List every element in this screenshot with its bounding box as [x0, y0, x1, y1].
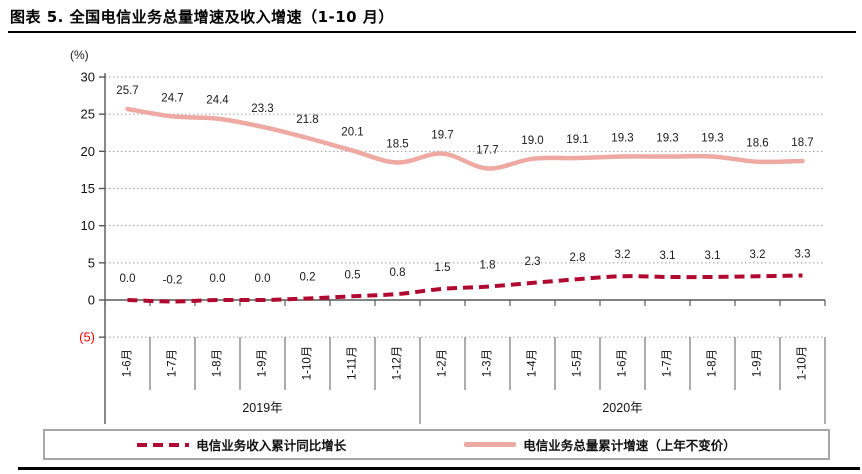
x-category-label: 1-12月 — [392, 346, 404, 381]
data-label: 19.0 — [521, 135, 543, 147]
line-chart: 30 25 20 15 10 5 0 (5) 1-6月 1-7月 1-8月 1-9月 1-10月 1-11… — [79, 70, 826, 424]
data-label: 2.3 — [525, 256, 541, 268]
data-label: 0.2 — [300, 272, 316, 284]
y-tick-label: 15 — [81, 181, 95, 196]
x-category-label: 1-10月 — [302, 346, 314, 381]
legend-item-volume: 电信业务总量累计增速（上年不变价） — [464, 435, 736, 454]
x-category-label: 1-6月 — [122, 349, 134, 377]
data-label: 25.7 — [116, 85, 138, 97]
x-category-label: 1-9月 — [752, 349, 764, 377]
data-label: 18.7 — [791, 137, 813, 149]
legend-label-volume: 电信业务总量累计增速（上年不变价） — [523, 438, 736, 453]
chart-legend: 电信业务收入累计同比增长 电信业务总量累计增速（上年不变价） — [43, 429, 830, 460]
y-axis-unit-label: (%) — [70, 48, 89, 62]
data-label: 0.0 — [120, 273, 136, 285]
data-label: -0.2 — [163, 274, 183, 286]
x-category-label: 1-8月 — [212, 349, 224, 377]
solid-line-swatch-icon — [464, 442, 517, 447]
x-category-label: 1-7月 — [167, 349, 179, 377]
x-category-label: 1-7月 — [662, 349, 674, 377]
data-label: 17.7 — [476, 144, 498, 156]
y-tick-label: 10 — [81, 218, 95, 233]
data-label: 24.4 — [206, 95, 229, 107]
data-label: 21.8 — [296, 114, 318, 126]
year-label: 2020年 — [602, 401, 642, 415]
legend-label-revenue: 电信业务收入累计同比增长 — [196, 438, 347, 453]
x-category-label: 1-8月 — [707, 349, 719, 377]
y-tick-label: 0 — [88, 293, 95, 308]
x-category-label: 1-2月 — [437, 349, 449, 377]
data-label: 20.1 — [341, 127, 363, 139]
data-label: 19.3 — [701, 133, 723, 145]
y-tick-label: 30 — [81, 70, 95, 85]
data-label: 3.3 — [795, 248, 811, 260]
data-label: 0.0 — [210, 273, 226, 285]
data-label: 1.5 — [435, 262, 451, 274]
data-label: 3.2 — [750, 249, 766, 261]
chart-title: 图表 5. 全国电信业务总量增速及收入增速（1-10 月） — [10, 8, 394, 26]
data-label: 0.0 — [255, 273, 271, 285]
dashed-line-swatch-icon — [137, 442, 190, 447]
series-line-电信业务收入累计同比增长 — [127, 273, 803, 304]
data-label: 18.5 — [386, 138, 408, 150]
y-tick-label: 25 — [81, 107, 95, 122]
x-category-label: 1-10月 — [797, 346, 809, 381]
data-label: 24.7 — [161, 92, 183, 104]
data-label: 0.5 — [345, 269, 361, 281]
x-category-label: 1-11月 — [347, 346, 359, 380]
data-label: 19.1 — [566, 134, 588, 146]
y-tick-label: 20 — [81, 144, 95, 159]
data-label: 23.3 — [251, 103, 273, 115]
data-label: 18.6 — [746, 138, 768, 150]
y-tick-label: 5 — [88, 255, 95, 270]
data-label: 19.3 — [656, 133, 678, 145]
data-label: 1.8 — [480, 260, 496, 272]
year-label: 2019年 — [242, 401, 282, 415]
x-category-label: 1-6月 — [617, 349, 629, 377]
data-label: 0.8 — [390, 267, 406, 279]
data-label: 2.8 — [570, 252, 586, 264]
data-label: 3.1 — [660, 250, 676, 262]
x-category-label: 1-3月 — [482, 349, 494, 377]
title-divider — [8, 31, 856, 33]
legend-item-revenue: 电信业务收入累计同比增长 — [137, 435, 346, 454]
data-label: 3.1 — [705, 250, 721, 262]
x-category-label: 1-9月 — [257, 349, 269, 377]
data-label: 3.2 — [615, 249, 631, 261]
series-line-电信业务总量累计增速（上年不变价） — [125, 106, 805, 171]
data-label: 19.7 — [431, 130, 453, 142]
x-category-label: 1-4月 — [527, 349, 539, 377]
y-tick-label: (5) — [79, 330, 95, 345]
data-label: 19.3 — [611, 133, 633, 145]
page-bottom-rule — [18, 467, 860, 470]
x-category-label: 1-5月 — [572, 349, 584, 377]
